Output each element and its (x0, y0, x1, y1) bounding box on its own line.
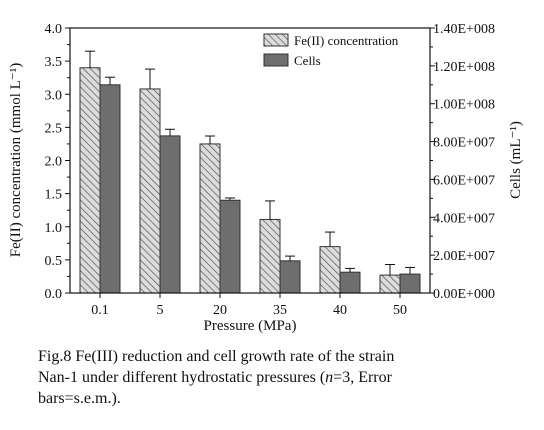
y-tick-label: 1.5 (45, 188, 63, 203)
bar-fe-concentration (139, 88, 161, 294)
x-tick-label: 35 (273, 303, 287, 318)
x-tick-label: 0.1 (91, 303, 109, 318)
bar-cells (99, 84, 121, 294)
bar-fe-concentration (199, 143, 221, 294)
plot-frame (69, 27, 431, 294)
y2-tick-label: 4.00E+007 (433, 211, 495, 226)
bar-cells (219, 199, 241, 294)
legend-swatch-cells (263, 53, 289, 67)
y-tick-label: 1.0 (45, 221, 63, 236)
y-axis-title: Fe(II) concentration (mmol L⁻¹) (8, 63, 24, 257)
y2-tick-label: 8.00E+007 (433, 136, 495, 151)
legend-swatch-fe (263, 33, 289, 47)
axes-group: 0.0 0.5 1.0 1.5 2.0 2.5 3.0 3.5 4.0 0.00E+000 2.00… (45, 22, 495, 318)
bar-fe-concentration (79, 67, 101, 294)
y2-tick-label: 2.00E+007 (433, 249, 495, 264)
legend-label-cells: Cells (294, 53, 321, 68)
y-tick-label: 3.0 (45, 88, 63, 103)
caption-line-1: Fig.8 Fe(III) reduction and cell growth … (38, 348, 395, 365)
y2-tick-label: 1.20E+008 (433, 60, 495, 75)
x-tick-label: 40 (333, 303, 347, 318)
x-tick-label: 5 (157, 303, 164, 318)
caption-line-2-end: =3, Error (333, 369, 392, 386)
y-tick-label: 4.0 (45, 22, 63, 37)
bar-chart: 0.0 0.5 1.0 1.5 2.0 2.5 3.0 3.5 4.0 0.00E+000 2.00… (8, 22, 524, 334)
y-tick-label: 0.5 (45, 254, 63, 269)
bar-fe-concentration (319, 246, 341, 294)
bars-group (79, 50, 421, 294)
bar-cells (399, 273, 421, 294)
figure-caption: Fig.8 Fe(III) reduction and cell growth … (38, 346, 508, 409)
y2-axis-title: Cells (mL⁻¹) (508, 121, 524, 199)
y-tick-label: 3.5 (45, 55, 63, 70)
y-tick-label: 2.5 (45, 121, 63, 136)
bar-fe-concentration (379, 274, 401, 294)
legend: Fe(II) concentration Cells (263, 33, 399, 68)
y-tick-label: 2.0 (45, 155, 63, 170)
x-tick-label: 20 (213, 303, 227, 318)
bar-cells (159, 135, 181, 294)
caption-line-2: Nan-1 under different hydrostatic pressu… (38, 367, 508, 388)
bar-cells (339, 271, 361, 294)
bar-cells (279, 260, 301, 294)
y-tick-label: 0.0 (45, 287, 63, 302)
x-axis-title: Pressure (MPa) (204, 318, 297, 334)
legend-label-fe: Fe(II) concentration (294, 33, 399, 48)
y2-tick-label: 6.00E+007 (433, 173, 495, 188)
caption-n-symbol: n (325, 369, 334, 386)
bar-fe-concentration (259, 218, 281, 294)
y2-tick-label: 1.40E+008 (433, 22, 495, 37)
caption-line-3: bars=s.e.m.). (38, 390, 121, 407)
y2-tick-label: 0.00E+000 (433, 287, 495, 302)
x-tick-label: 50 (393, 303, 407, 318)
y2-tick-label: 1.00E+008 (433, 98, 495, 113)
caption-line-2-start: Nan-1 under different hydrostatic pressu… (38, 369, 326, 386)
